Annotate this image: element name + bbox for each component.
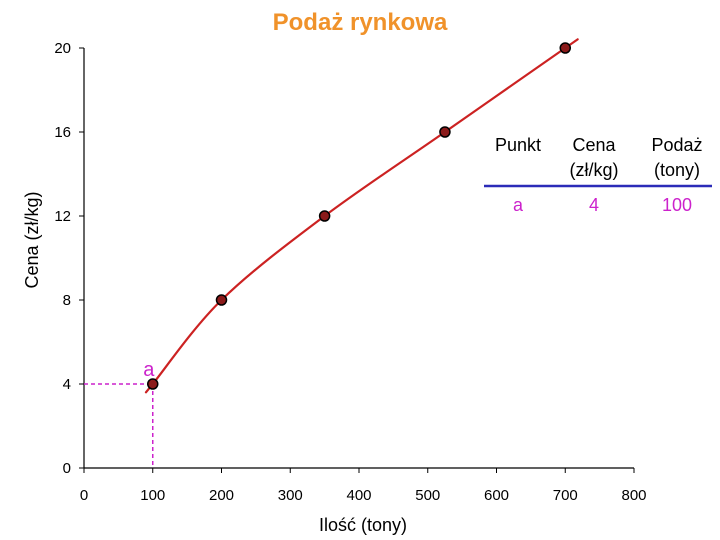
data-point — [147, 378, 159, 390]
table-header: (zł/kg) — [570, 160, 619, 180]
table-cell: 4 — [589, 195, 599, 215]
data-point — [439, 126, 451, 138]
x-tick-label: 400 — [346, 487, 371, 504]
table-header: (tony) — [654, 160, 700, 180]
highlight-guides: a — [84, 359, 155, 468]
x-tick-label: 0 — [80, 487, 88, 504]
y-tick-label: 20 — [54, 40, 71, 57]
table-cell: 100 — [662, 195, 692, 215]
x-tick-label: 200 — [209, 487, 234, 504]
y-tick-label: 12 — [54, 208, 71, 225]
table-header: Cena — [572, 135, 616, 155]
table-cell: a — [513, 195, 524, 215]
y-tick-label: 8 — [63, 292, 71, 309]
table-background — [478, 126, 718, 238]
y-tick-label: 0 — [63, 460, 71, 477]
table-header: Punkt — [495, 135, 541, 155]
data-point — [559, 42, 571, 54]
axes: 0 100 200 300 400 500 600 700 800 0 4 8 12 16 20 — [54, 40, 646, 504]
table-header: Podaż — [651, 135, 702, 155]
x-tick-label: 300 — [278, 487, 303, 504]
x-tick-label: 100 — [140, 487, 165, 504]
y-tick-label: 16 — [54, 124, 71, 141]
series-layer — [144, 38, 579, 394]
data-point — [318, 210, 331, 222]
annotation-table: Punkt Cena (zł/kg) Podaż (tony) a 4 100 — [478, 126, 718, 238]
chart-title: Podaż rynkowa — [273, 9, 448, 36]
y-tick-label: 4 — [63, 376, 71, 393]
x-tick-label: 800 — [621, 487, 646, 504]
x-tick-label: 600 — [484, 487, 509, 504]
x-axis-label: Ilość (tony) — [319, 515, 407, 535]
x-tick-label: 700 — [553, 487, 578, 504]
highlight-label: a — [143, 359, 155, 381]
y-axis-label: Cena (zł/kg) — [22, 191, 42, 288]
x-tick-label: 500 — [415, 487, 440, 504]
data-point — [215, 294, 228, 306]
